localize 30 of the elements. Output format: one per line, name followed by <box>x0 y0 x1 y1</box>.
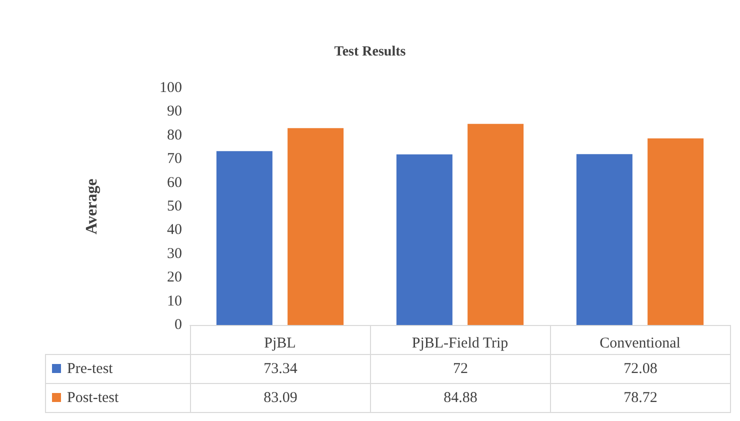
data-label: 73.34 <box>264 360 298 378</box>
x-tick-label: PjBL-Field Trip <box>412 336 508 352</box>
y-axis-title: Average <box>84 178 100 234</box>
y-tick-label: 60 <box>167 174 182 191</box>
x-tick-label: Conventional <box>600 336 680 352</box>
y-tick-label: 10 <box>167 293 182 310</box>
bar <box>288 128 344 325</box>
legend-label: Pre-test <box>66 360 113 378</box>
y-tick-label: 70 <box>167 151 182 168</box>
chart-title: Test Results <box>334 44 406 60</box>
data-label: 78.72 <box>624 390 658 406</box>
legend-label: Post-test <box>66 390 119 406</box>
data-label: 72.08 <box>624 360 658 378</box>
bar <box>576 154 632 325</box>
data-label: 72 <box>453 360 468 378</box>
y-tick-label: 100 <box>160 80 182 96</box>
y-tick-label: 80 <box>167 127 182 144</box>
y-tick-label: 90 <box>167 104 182 120</box>
bar <box>648 138 704 325</box>
bar <box>216 151 272 325</box>
bar <box>468 124 524 325</box>
y-tick-label: 30 <box>167 246 182 262</box>
y-tick-label: 20 <box>167 270 182 286</box>
data-label: 84.88 <box>444 390 478 406</box>
y-tick-label: 0 <box>174 317 182 333</box>
data-label: 83.09 <box>264 390 298 406</box>
bar <box>396 154 452 325</box>
y-tick-label: 40 <box>167 222 182 238</box>
x-tick-label: PjBL <box>264 336 296 352</box>
y-tick-label: 50 <box>167 198 182 214</box>
